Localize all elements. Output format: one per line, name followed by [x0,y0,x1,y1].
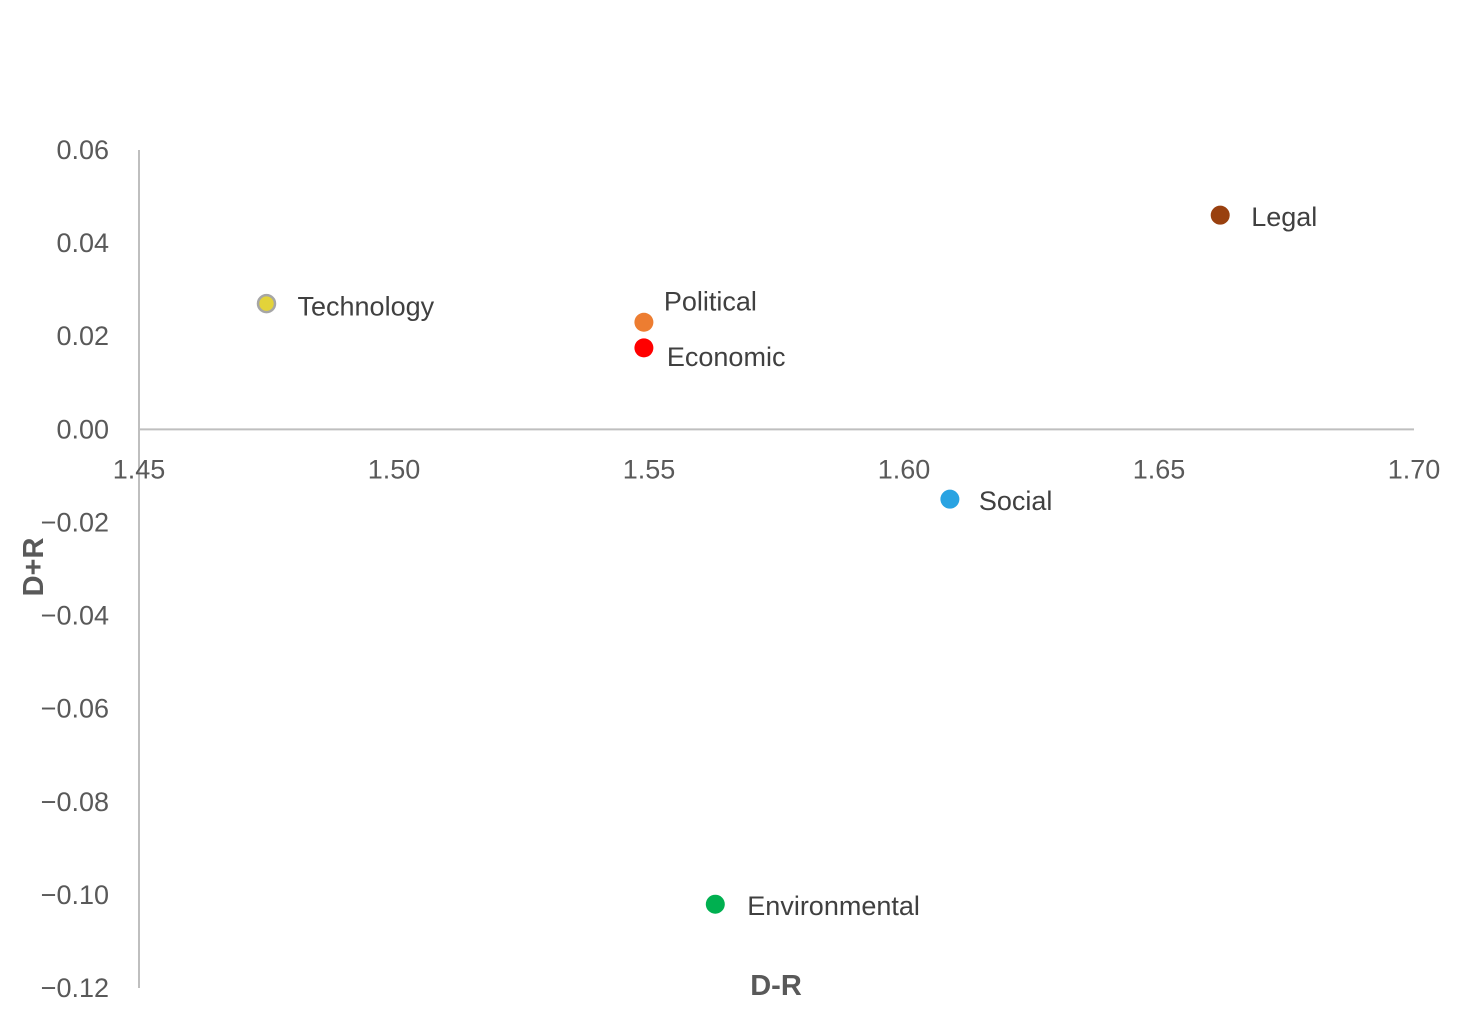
data-point-technology [256,293,277,314]
data-point-legal [1210,205,1230,225]
y-tick-label: −0.08 [41,787,109,817]
data-point-social [940,489,960,509]
x-axis-title: D-R [750,970,802,1002]
data-point-environmental [705,894,725,914]
y-tick-label: −0.02 [41,507,109,537]
y-tick-label: −0.06 [41,694,109,724]
data-points [256,205,1230,914]
y-tick-label: −0.10 [41,880,109,910]
x-tick-label: 1.70 [1388,454,1441,484]
y-tick-label: −0.04 [41,601,109,631]
y-axis-title: D+R [18,538,50,597]
x-tick-label: 1.60 [878,454,931,484]
data-label-social: Social [979,486,1053,516]
axes [138,150,1414,988]
y-tick-label: 0.04 [56,228,109,258]
data-point-political [634,312,654,332]
y-tick-label: 0.06 [56,135,109,165]
y-tick-label: 0.00 [56,414,109,444]
y-tick-label: −0.12 [41,973,109,1003]
data-label-legal: Legal [1251,202,1317,232]
x-tick-label: 1.45 [113,454,166,484]
x-tick-label: 1.65 [1133,454,1186,484]
data-point-economic [634,338,654,358]
y-tick-label: 0.02 [56,321,109,351]
data-label-political: Political [664,286,757,316]
point-labels: Technology Political Economic Legal Social En… [298,202,1318,921]
data-label-environmental: Environmental [747,891,920,921]
data-label-economic: Economic [667,342,786,372]
x-tick-label: 1.55 [623,454,676,484]
data-label-technology: Technology [298,292,435,322]
x-tick-label: 1.50 [368,454,421,484]
x-tick-labels: 1.45 1.50 1.55 1.60 1.65 1.70 [113,454,1441,484]
y-tick-labels: 0.06 0.04 0.02 0.00 −0.02 −0.04 −0.06 −0.08 −0.1… [41,135,109,1003]
